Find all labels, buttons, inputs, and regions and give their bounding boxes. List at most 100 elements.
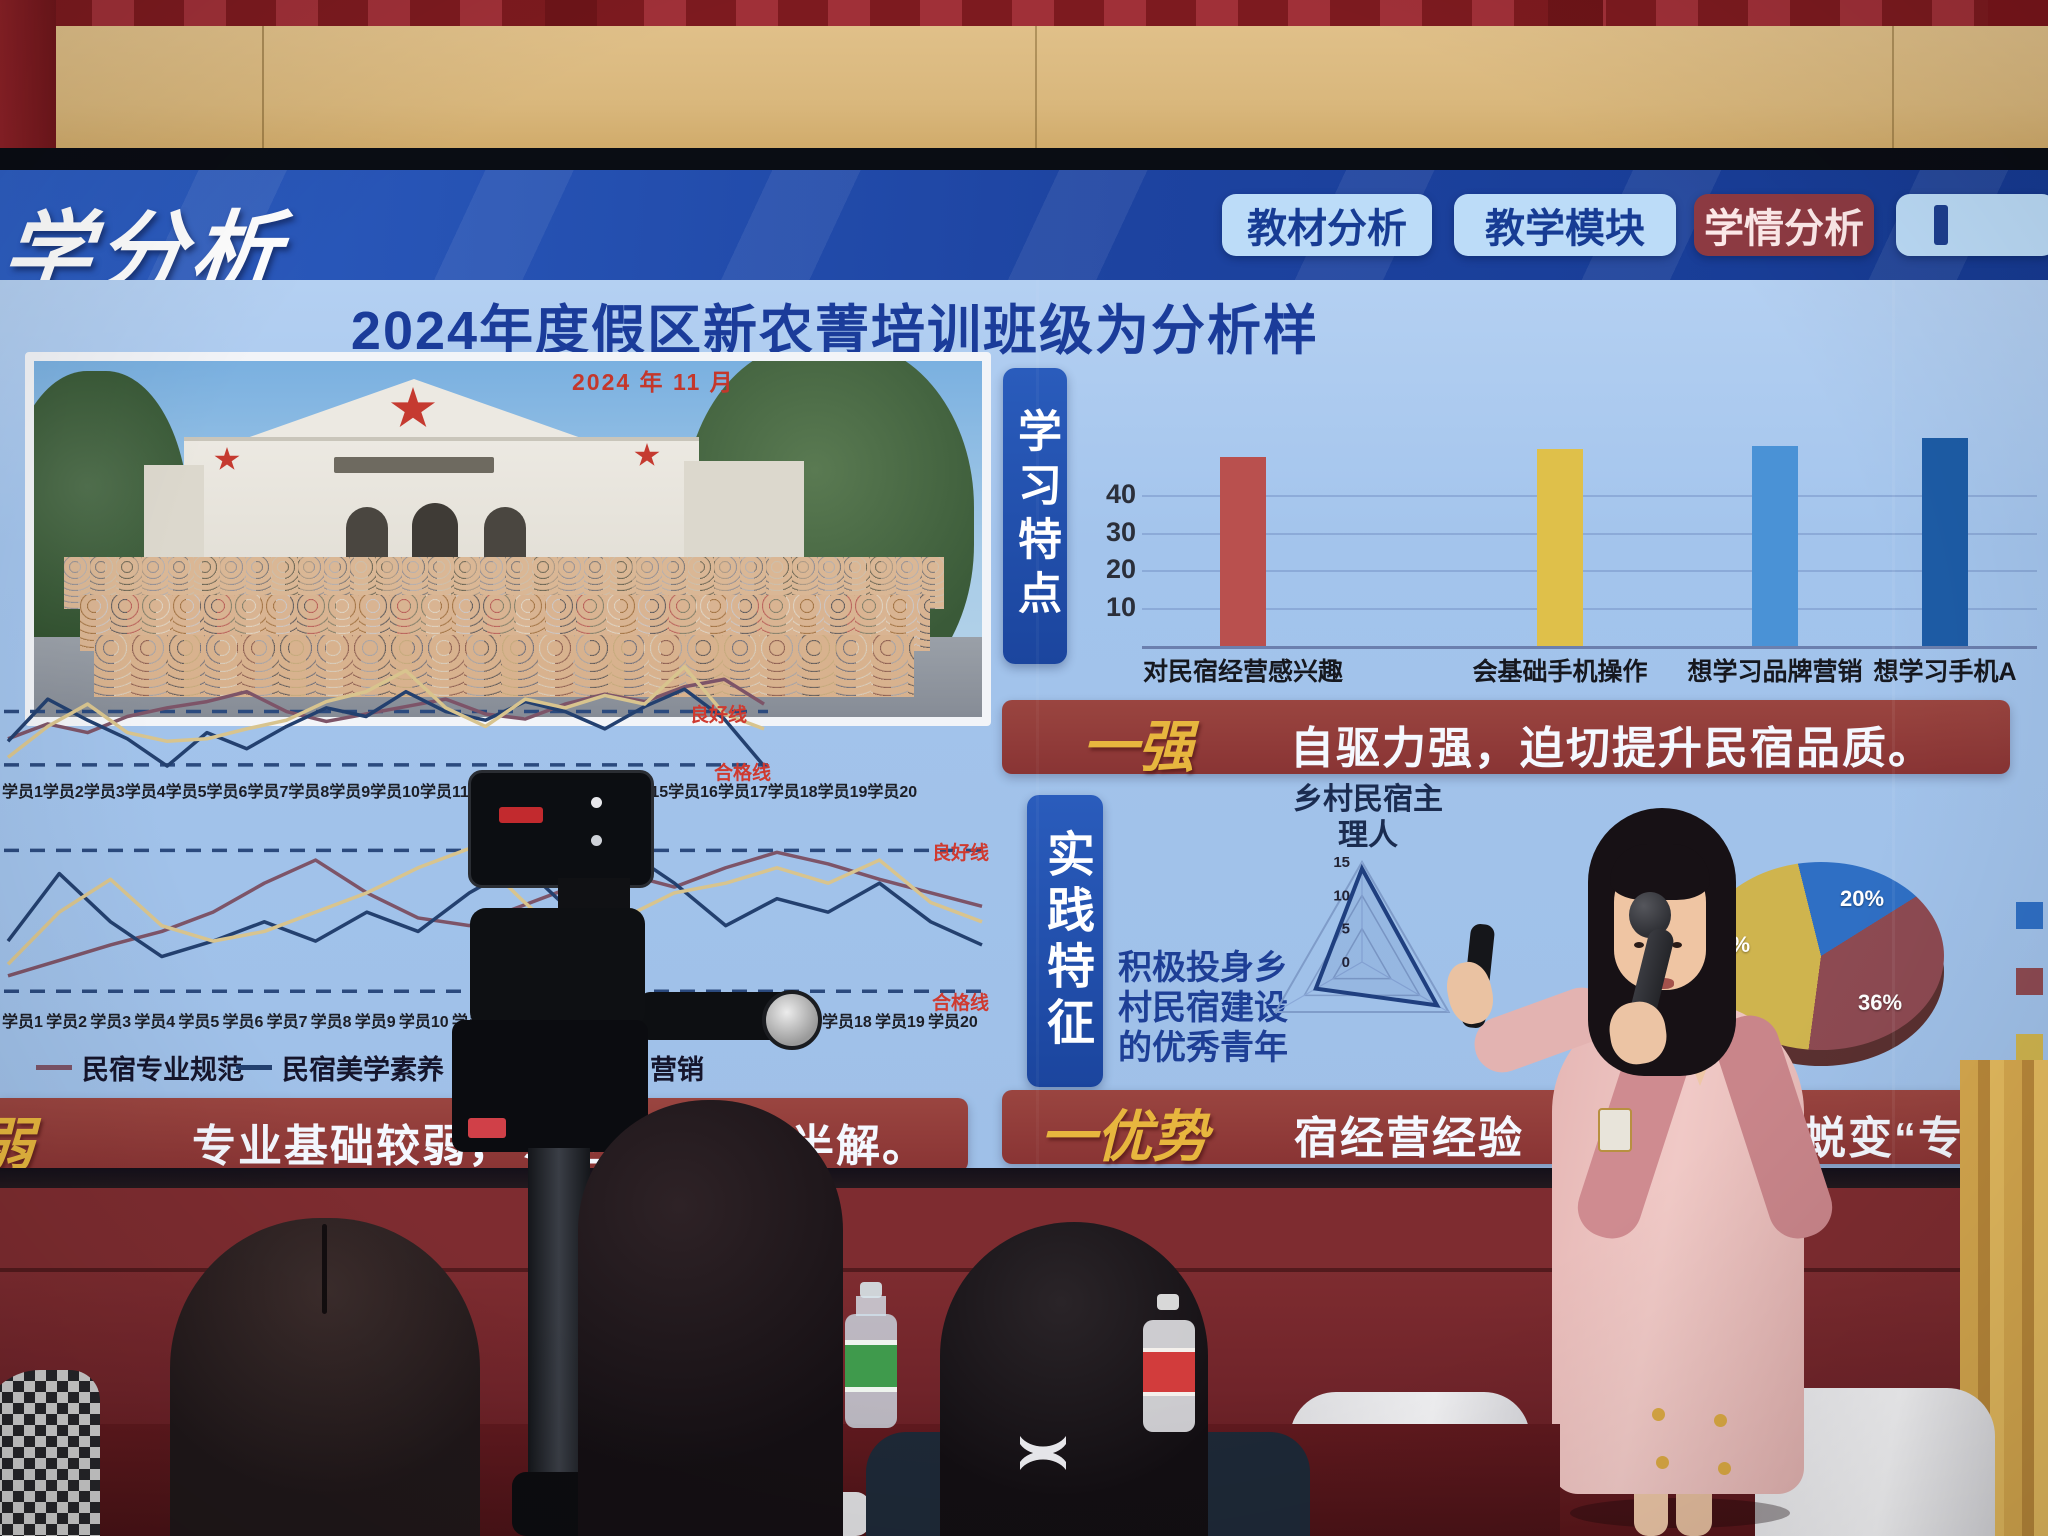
banner-weakness-tag: 弱 [0,1100,34,1168]
bar [1537,449,1583,646]
presenter-eye [1672,942,1682,948]
data-line [6,665,765,759]
phone-control-dot [591,797,602,808]
bar-gridline [1142,532,2037,535]
bar-ytick: 30 [1105,516,1136,547]
bar [1752,445,1798,646]
x-tick-label: 学员1 [2,784,43,801]
x-tick-label: 学员17 [717,784,768,801]
radar-title: 乡村民宿主 理人 [1278,782,1458,854]
bar-category-label: 想学习品牌营销 [1687,658,1863,686]
practice-text: 积极投身乡 村民宿建设 的优秀青年 [1118,948,1318,1068]
legend-item: 民宿专业规范 [36,1048,244,1087]
x-tick-label: 学员5 [165,784,207,801]
x-tick-label: 学员6 [222,1014,264,1031]
bottle-label-green [845,1340,897,1392]
led-screen: 学分析 教材分析 教学模块 学情分析 2024年度假区新农菁培训班级为分析样本 [0,148,2048,1188]
data-line [6,687,766,768]
pie-legend-swatch [2016,902,2043,929]
learning-bar-chart: 10 20 30 40 [1090,390,2048,649]
bar-ytick: 20 [1105,554,1136,585]
tab-partial-glyph [1934,205,1948,245]
pie-legend-swatch [2016,1034,2043,1061]
building-plaque [334,457,494,473]
gimbal-lower-block [452,1020,648,1152]
slide-body: 2024年度假区新农菁培训班级为分析样本 [0,280,2048,1168]
bar-gridline [1142,608,2037,611]
audience-shoulder-houndstooth [0,1370,100,1536]
back-wall [0,26,2048,156]
tab-teaching-modules[interactable]: 教学模块 [1454,194,1676,256]
practice-text-line: 村民宿建设 [1118,989,1288,1027]
x-tick-label: 学员7 [247,784,289,801]
radar-chart: 15 10 5 0 [1273,854,1451,1013]
practice-text-line: 的优秀青年 [1118,1029,1288,1067]
x-tick-label: 学员19 [874,1014,925,1031]
radar-tick-label: 5 [1342,921,1350,938]
radar-data-polygon [1313,863,1441,1008]
bar-axis [1142,646,2037,649]
legend-item: 营销 [650,1048,704,1087]
x-tick-label: 学员7 [266,1014,308,1031]
presenter-eye [1634,942,1644,948]
radar-axis [1275,961,1363,1013]
gimbal-body [470,908,645,1028]
phone-control-dot [591,835,602,846]
threshold-label-pass2: 合格线 [932,993,990,1014]
sidebar-practice-traits: 实践特征 [1027,795,1103,1087]
banner-advantage-tag: 一优势 [1040,1105,1208,1168]
radar-tick-label: 10 [1333,887,1350,904]
x-tick-label: 学员2 [46,1014,87,1031]
coat-button [1652,1408,1665,1421]
radar-tick-label: 0 [1342,954,1350,971]
pie-legend [2016,902,2048,1100]
sidebar-learning-traits: 学习特点 [1003,368,1067,664]
coat-button [1656,1456,1669,1469]
bar-ytick: 40 [1105,478,1136,509]
pie-legend-swatch [2016,968,2043,995]
x-tick-label: 学员4 [124,784,166,801]
wall-seam [1892,26,1894,156]
x-tick-label: 学员9 [329,784,371,801]
tab-learner-analysis[interactable]: 学情分析 [1694,194,1874,256]
banner-advantage: 一优势 宿经营经验 蜕变“专业民宿 [1002,1090,2048,1168]
bar-category-label: 会基础手机操作 [1472,658,1648,686]
radar-title-line: 乡村民宿主 [1293,783,1443,816]
x-tick-label: 学员6 [206,784,248,801]
bottle-cap [1157,1294,1179,1310]
legend-swatch [236,1065,272,1070]
x-tick-label: 学员2 [42,784,84,801]
left-red-curtain [0,0,56,152]
banner-strength-text: 自驱力强，迫切提升民宿品质。 [1290,724,1934,773]
legend-label: 民宿专业规范 [82,1055,244,1085]
bar-chart-categories: 对民宿经营感兴趣 会基础手机操作 想学习品牌营销 想学习手机A [1090,652,2048,698]
legend-swatch [36,1065,72,1070]
phone-camera [468,770,654,888]
radar-title-line: 理人 [1338,819,1398,852]
x-tick-label: 学员4 [134,1014,176,1031]
wall-seam [1035,26,1037,156]
photo-date: 2024 年 11 月 [572,369,735,395]
legend-label: 营销 [650,1055,704,1085]
audience-head-center [578,1100,843,1536]
x-tick-label: 学员1 [2,1014,43,1031]
led-seam [1036,280,1039,1168]
deck-title-partial: 学分析 [0,203,291,280]
line-chart-upper [4,665,768,768]
x-tick-label: 学员18 [767,784,818,801]
radar-grid [1273,859,1451,1013]
tab-textbook-analysis[interactable]: 教材分析 [1222,194,1432,256]
banner-advantage-fragment-left: 宿经营经验 [1294,1114,1524,1163]
banner-strength: 一强 自驱力强，迫切提升民宿品质。 [1002,700,2010,778]
x-tick-label: 学员9 [354,1014,396,1031]
led-seam [1892,280,1895,1168]
bottle-neck [856,1296,886,1316]
x-tick-label: 学员5 [178,1014,220,1031]
bottle-cap [860,1282,882,1298]
tab-partial[interactable] [1896,194,2048,256]
x-tick-label: 学员18 [821,1014,872,1031]
coat-button [1714,1414,1727,1427]
bar-gridline [1142,570,2037,573]
threshold-label-good: 良好线 [690,705,748,726]
